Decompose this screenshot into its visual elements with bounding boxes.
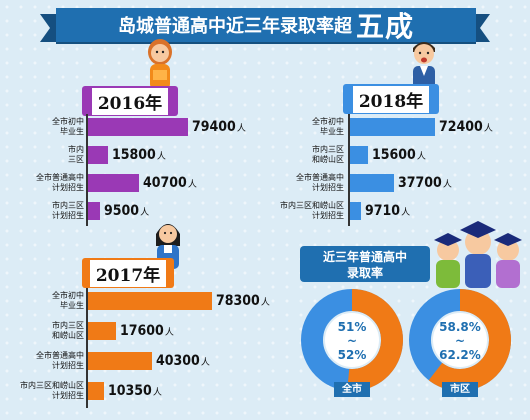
bar-label: 全市普通高中 计划招生 xyxy=(36,173,84,192)
bar-value-label: 40300人 xyxy=(156,353,210,369)
bar-label: 全市初中 毕业生 xyxy=(52,291,84,310)
bar xyxy=(88,292,212,310)
donut-range-text: 58.8% ~62.2% xyxy=(439,320,481,362)
bar-value-label: 9710人 xyxy=(365,203,411,219)
year-text: 2017年 xyxy=(89,259,167,287)
bar-value-label: 37700人 xyxy=(398,175,452,191)
year-tag-2018: 2018年 xyxy=(343,84,439,114)
bar xyxy=(88,202,100,220)
donut-segment xyxy=(347,289,403,391)
bar-axis xyxy=(86,288,88,408)
year-text: 2018年 xyxy=(352,85,430,113)
bar xyxy=(88,174,139,192)
bar xyxy=(88,382,104,400)
bar xyxy=(350,118,435,136)
graduates-illustration xyxy=(434,221,522,288)
bar-label: 全市普通高中 计划招生 xyxy=(36,351,84,370)
bar xyxy=(88,146,108,164)
bar-axis xyxy=(86,114,88,226)
bar xyxy=(350,202,361,220)
donut-center xyxy=(433,313,487,367)
page-title: 岛城普通高中近三年录取率超 五成 xyxy=(56,8,476,43)
bar-value-label: 78300人 xyxy=(216,293,270,309)
bar xyxy=(88,322,116,340)
bar-value-label: 15800人 xyxy=(112,147,166,163)
bar-value-label: 40700人 xyxy=(143,175,197,191)
title-ribbon-right xyxy=(474,14,490,42)
bar-label: 市内三区 和崂山区 xyxy=(312,145,344,164)
bar-label: 市内三区 计划招生 xyxy=(52,201,84,220)
year-tag-2016: 2016年 xyxy=(82,86,178,116)
rate-title-line-2: 录取率 xyxy=(346,266,383,280)
bar-label: 全市普通高中 计划招生 xyxy=(296,173,344,192)
bar-label: 市内三区和崂山区 计划招生 xyxy=(280,201,344,220)
bar-label: 市内 三区 xyxy=(68,145,84,164)
bar xyxy=(350,174,394,192)
bar-label: 市内三区和崂山区 计划招生 xyxy=(20,381,84,400)
bar xyxy=(88,352,152,370)
donut-range-text: 51% ~52% xyxy=(337,320,367,362)
bar-label: 市内三区 和崂山区 xyxy=(52,321,84,340)
year-text: 2016年 xyxy=(91,87,169,115)
bar-value-label: 9500人 xyxy=(104,203,150,219)
title-text: 岛城普通高中近三年录取率超 xyxy=(117,16,352,37)
title-ribbon-left xyxy=(40,14,56,42)
bar-label: 全市初中 毕业生 xyxy=(52,117,84,136)
bar-value-label: 72400人 xyxy=(439,119,493,135)
bar-value-label: 15600人 xyxy=(372,147,426,163)
title-highlight: 五成 xyxy=(355,10,414,43)
donut-center xyxy=(325,313,379,367)
bar-value-label: 10350人 xyxy=(108,383,162,399)
donut-label: 全市 xyxy=(334,382,370,397)
bar-value-label: 17600人 xyxy=(120,323,174,339)
girl-student-illustration xyxy=(148,39,172,90)
bar-axis xyxy=(348,114,350,226)
bar-label: 全市初中 毕业生 xyxy=(312,117,344,136)
rate-donut-charts xyxy=(301,289,511,391)
year-tag-2017: 2017年 xyxy=(82,258,174,288)
donut-segment xyxy=(428,289,511,391)
rate-title-box: 近三年普通高中 录取率 xyxy=(300,246,430,282)
bar xyxy=(88,118,188,136)
donut-label: 市区 xyxy=(442,382,478,397)
bar xyxy=(350,146,368,164)
bar-value-label: 79400人 xyxy=(192,119,246,135)
rate-title-line-1: 近三年普通高中 xyxy=(322,250,407,264)
